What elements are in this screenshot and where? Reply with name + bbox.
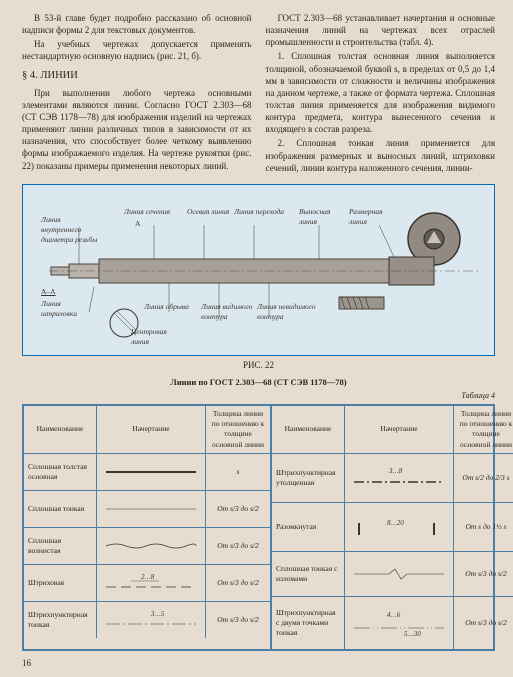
figure-22: Линия внутреннего диаметра резьбы Линия …: [22, 184, 495, 356]
fig-label: Линия обрыва: [144, 302, 199, 312]
fig-label: А–А: [41, 287, 56, 297]
table-title: Линии по ГОСТ 2.303—68 (СТ СЭВ 1178—78): [22, 377, 495, 388]
paragraph: В 53-й главе будет подробно рассказано о…: [22, 12, 252, 36]
table-header: Толщина линии по отношению к толщине осн…: [454, 406, 513, 453]
svg-text:3…5: 3…5: [150, 610, 165, 618]
svg-text:2…8: 2…8: [141, 573, 155, 581]
line-depiction: [97, 528, 206, 564]
table-header: Начертание: [345, 406, 454, 453]
fig-label: Линия невидимого контура: [257, 302, 317, 322]
line-thickness: s: [206, 454, 270, 490]
drawing-svg: [39, 197, 479, 345]
fig-label: Линия перехода: [234, 207, 284, 217]
line-name: Разомкнутая: [272, 503, 345, 551]
table-header: Наименование: [272, 406, 345, 453]
line-name: Сплошная толстая основная: [24, 454, 97, 490]
line-depiction: [345, 552, 454, 596]
table-header: Начертание: [97, 406, 206, 453]
section-heading: § 4. ЛИНИИ: [22, 69, 252, 83]
line-thickness: От s/3 до s/2: [206, 565, 270, 601]
table-header: Наименование: [24, 406, 97, 453]
page-number: 16: [22, 657, 495, 669]
line-thickness: От s/3 до s/2: [454, 552, 513, 596]
table-header: Толщина линии по отношению к толщине осн…: [206, 406, 270, 453]
table-number: Таблица 4: [22, 391, 495, 402]
fig-label: А: [135, 219, 140, 229]
fig-label: Линия сечения: [124, 207, 170, 217]
line-name: Штрихпунктирная утолщенная: [272, 454, 345, 502]
svg-text:4…6: 4…6: [387, 611, 401, 619]
line-name: Штриховая: [24, 565, 97, 601]
svg-text:8…20: 8…20: [387, 519, 404, 527]
fig-label: Линия штриховки: [41, 299, 87, 319]
line-depiction: [97, 491, 206, 527]
paragraph: При выполнении любого чертежа основными …: [22, 87, 252, 172]
line-depiction: 8…20: [345, 503, 454, 551]
fig-label: Центровая линия: [131, 327, 186, 347]
figure-caption: РИС. 22: [22, 359, 495, 371]
line-depiction: 3…8: [345, 454, 454, 502]
svg-text:3…8: 3…8: [388, 467, 403, 475]
line-depiction: 2…8: [97, 565, 206, 601]
paragraph: 1. Сплошная толстая основная линия выпол…: [266, 50, 496, 135]
paragraph: ГОСТ 2.303—68 устанавливает начертания и…: [266, 12, 496, 48]
fig-label: Размерная линия: [349, 207, 399, 227]
line-name: Сплошная волнистая: [24, 528, 97, 564]
line-depiction: [97, 454, 206, 490]
line-thickness: От s до 1½ s: [454, 503, 513, 551]
line-name: Сплошная тонкая: [24, 491, 97, 527]
line-depiction: 3…5: [97, 602, 206, 638]
line-thickness: От s/3 до s/2: [206, 491, 270, 527]
svg-text:5…30: 5…30: [404, 630, 421, 638]
line-thickness: От s/2 до 2/3 s: [454, 454, 513, 502]
fig-label: Осевая линия: [187, 207, 229, 217]
table-4: Наименование Начертание Толщина линии по…: [22, 404, 495, 651]
line-thickness: От s/3 до s/2: [206, 602, 270, 638]
paragraph: На учебных чертежах допускается применят…: [22, 38, 252, 62]
line-thickness: От s/3 до s/2: [454, 597, 513, 649]
fig-label: Линия видимого контура: [201, 302, 256, 322]
line-thickness: От s/3 до s/2: [206, 528, 270, 564]
line-depiction: 4…6 5…30: [345, 597, 454, 649]
paragraph: 2. Сплошная тонкая линия применяется для…: [266, 137, 496, 173]
line-name: Штрихпунктирная тонкая: [24, 602, 97, 638]
line-name: Сплошная тонкая с изломами: [272, 552, 345, 596]
fig-label: Выносная линия: [299, 207, 339, 227]
fig-label: Линия внутреннего диаметра резьбы: [41, 215, 101, 245]
line-name: Штрихпунктирная с двумя точками тонкая: [272, 597, 345, 649]
